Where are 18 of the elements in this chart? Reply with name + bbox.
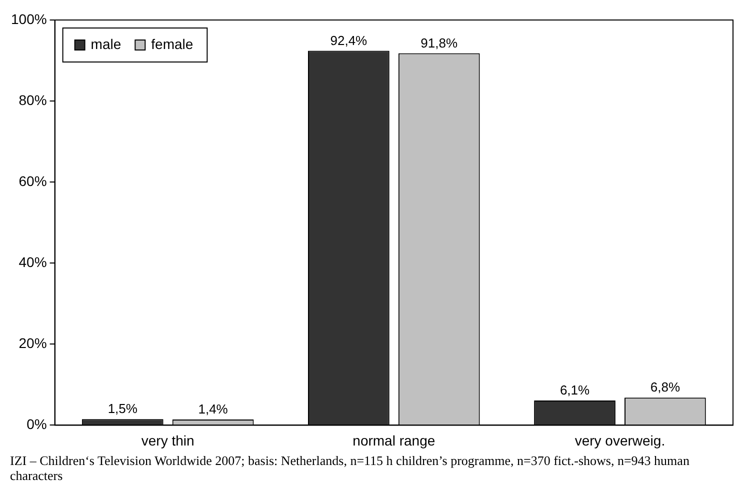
x-tick-label: very overweig. <box>574 432 666 448</box>
y-tick-label: 0% <box>26 416 47 432</box>
y-tick-label: 20% <box>18 335 47 352</box>
legend-label: female <box>151 36 194 52</box>
x-tick-label: normal range <box>352 432 436 448</box>
data-label: 6,1% <box>560 382 590 398</box>
data-label: 91,8% <box>420 35 458 50</box>
y-tick-label: 60% <box>18 172 47 189</box>
data-label: 1,4% <box>198 402 228 417</box>
text: IZI – Children‘s Television Worldwide 2007; basis: Netherlands, n=115 h children’s programme, n=370 fict.-shows, n=943 human characters <box>9 453 690 483</box>
data-label: 6,8% <box>650 380 680 395</box>
data-label: 1,5% <box>108 401 138 416</box>
x-tick-label: very thin <box>141 432 194 448</box>
y-tick-label: 40% <box>18 254 47 270</box>
y-tick-label: 80% <box>18 92 47 108</box>
y-tick-label: 100% <box>10 10 47 27</box>
legend-label: male <box>90 36 122 52</box>
data-label: 92,4% <box>330 32 368 48</box>
